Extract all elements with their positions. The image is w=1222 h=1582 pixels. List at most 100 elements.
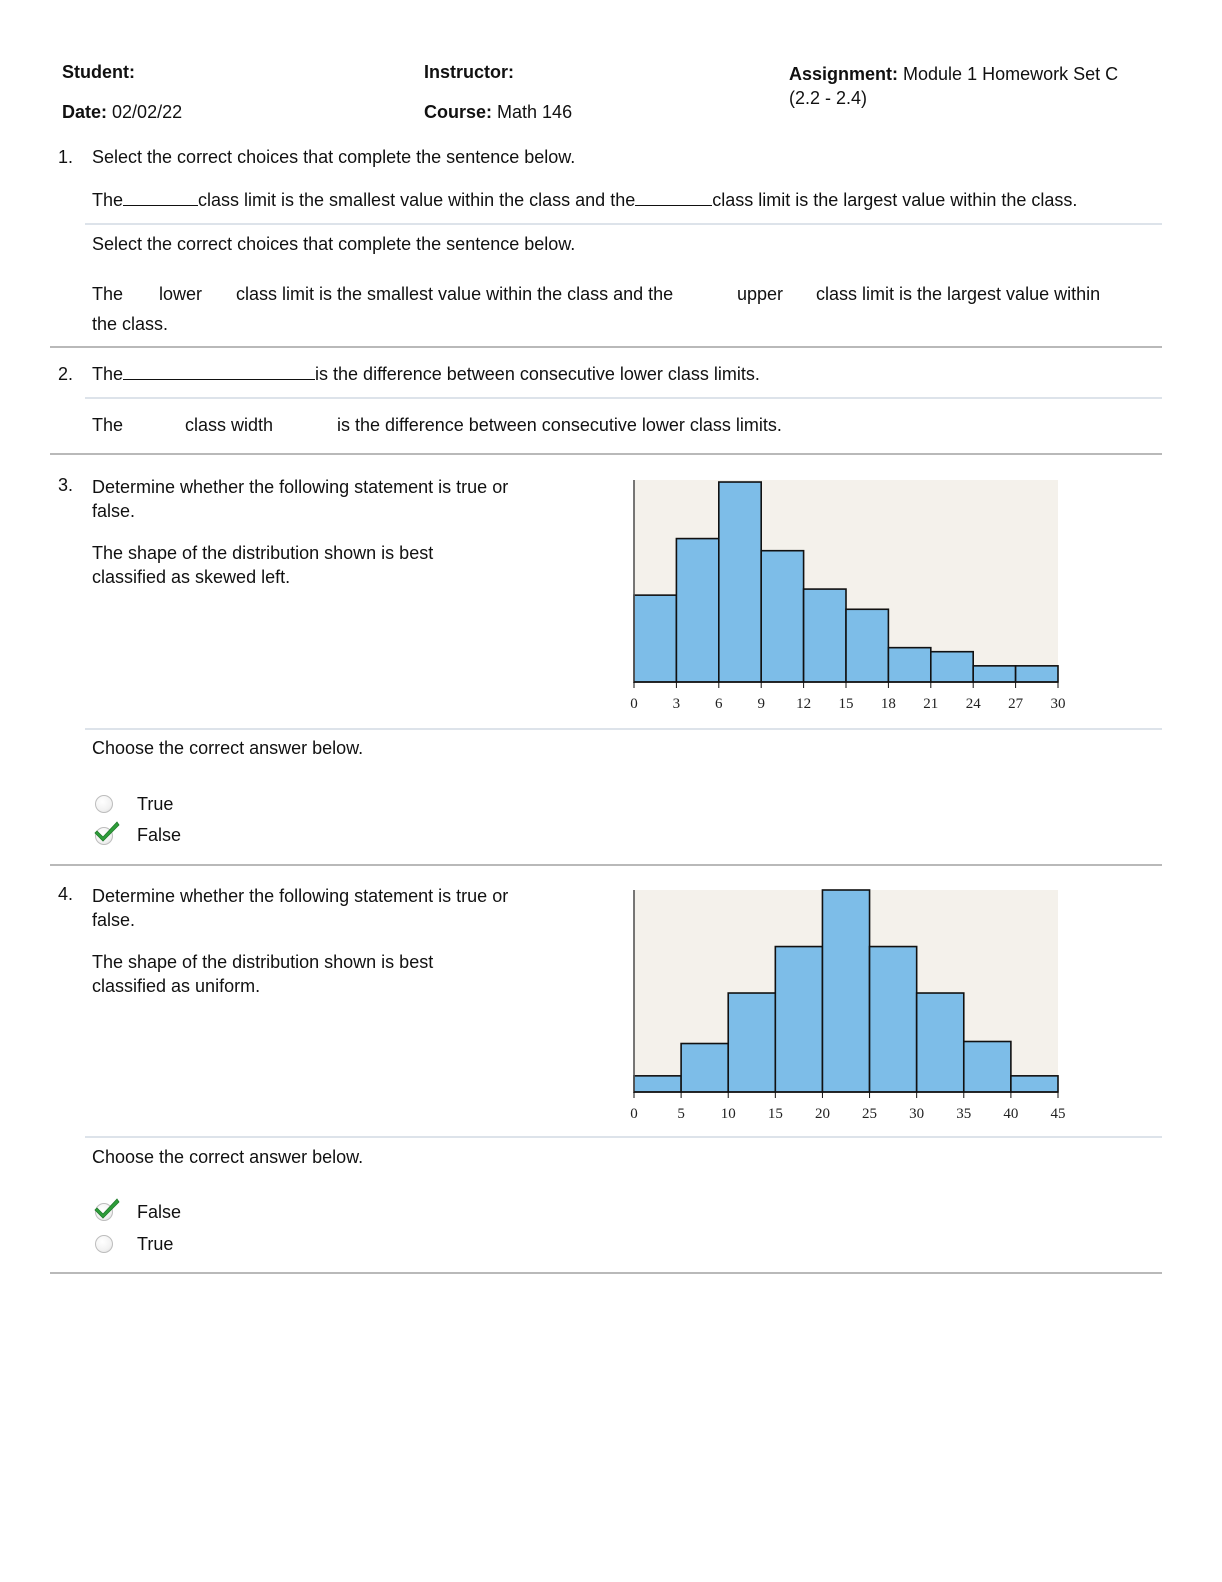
- q4-option-true-radio[interactable]: [95, 1235, 113, 1253]
- q4-histogram-bar-2: [727, 992, 777, 1093]
- q1-answer-end-line2: the class.: [92, 314, 169, 334]
- q4-option-false-label[interactable]: False: [137, 1202, 182, 1222]
- q4-histogram-tick-label-6: 30: [909, 1106, 924, 1122]
- q2-sentence: The is the difference between consecutive…: [92, 364, 760, 385]
- q2-divider: [85, 397, 1162, 399]
- q3-prompt-line2: false.: [92, 501, 136, 521]
- q4-option-false-radio[interactable]: [95, 1203, 113, 1221]
- q2-sentence-part2: is the difference between consecutive lo…: [315, 364, 760, 384]
- q3-histogram-tick-label-9: 27: [1008, 696, 1024, 712]
- q4-histogram-tick-label-7: 35: [956, 1106, 971, 1122]
- q4-statement: The shape of the distribution shown is b…: [92, 950, 433, 998]
- instructor-label: Instructor:: [424, 62, 514, 82]
- q4-option-true-label[interactable]: True: [137, 1234, 174, 1254]
- q4-histogram-tick-label-1: 5: [677, 1106, 685, 1122]
- assignment-value: Module 1 Homework Set C: [903, 64, 1119, 84]
- q3-number: 3.: [58, 475, 74, 495]
- q4-histogram-bar-3: [774, 945, 824, 1093]
- q3-histogram-tick-label-3: 9: [757, 696, 765, 712]
- q1-answer-middle: class limit is the smallest value within…: [236, 284, 674, 304]
- q3-histogram-tick-label-0: 0: [630, 696, 638, 712]
- q4-histogram-tick-label-2: 10: [721, 1106, 736, 1122]
- q4-histogram: 0 5 10 15 20 25 30 35 40 45: [630, 889, 1066, 1122]
- date-value: 02/02/22: [112, 102, 183, 122]
- q4-histogram-bar-4: [821, 889, 871, 1093]
- q4-prompt-line2: false.: [92, 910, 136, 930]
- q4-histogram-tick-label-8: 40: [1003, 1106, 1018, 1122]
- q3-histogram-tick-label-4: 12: [796, 696, 811, 712]
- q4-histogram-bar-6: [915, 992, 965, 1093]
- q3-histogram-tick-label-5: 15: [839, 696, 854, 712]
- q4-divider: [85, 1136, 1162, 1138]
- assignment-label: Assignment:: [789, 64, 899, 84]
- q1-prompt: Select the correct choices that complete…: [92, 147, 576, 167]
- q2-answer-choice: class width: [185, 415, 274, 435]
- q3-histogram-tick-label-2: 6: [715, 696, 723, 712]
- q4-check-icon: [94, 1198, 120, 1219]
- q4-histogram-bar-8: [1010, 1075, 1059, 1093]
- q3-histogram-bar-4: [802, 588, 847, 683]
- course-field: Course: Math 146: [424, 102, 572, 123]
- date-label: Date:: [62, 102, 108, 122]
- course-value: Math 146: [497, 102, 573, 122]
- q3-option-true-label[interactable]: True: [137, 794, 174, 814]
- course-label: Course:: [424, 102, 493, 122]
- q1-number: 1.: [58, 147, 74, 167]
- q2-number: 2.: [58, 364, 74, 384]
- assignment-value-range: (2.2 - 2.4): [789, 88, 868, 108]
- q1-blank-1: [123, 204, 199, 206]
- q4-histogram-tick-label-3: 15: [768, 1106, 783, 1122]
- q1-answer-choice-upper: upper: [737, 284, 784, 304]
- q1-answer-end: class limit is the largest value within: [816, 284, 1101, 304]
- q3-histogram-bar-3: [760, 549, 805, 683]
- q1-divider: [85, 223, 1162, 225]
- q1-separator: [50, 346, 1162, 348]
- q1-sentence-part1: The: [92, 190, 124, 210]
- q3-statement: The shape of the distribution shown is b…: [92, 541, 433, 589]
- q4-histogram-tick-label-0: 0: [630, 1106, 638, 1122]
- q3-histogram-bar-2: [718, 481, 763, 683]
- q2-sentence-part1: The: [92, 364, 124, 384]
- q1-answer-choice-lower: lower: [159, 284, 203, 304]
- q3-statement-line2: classified as skewed left.: [92, 567, 291, 587]
- q4-histogram-tick-label-9: 45: [1051, 1106, 1066, 1122]
- q4-number: 4.: [58, 884, 74, 904]
- q4-histogram-bar-5: [868, 945, 918, 1093]
- instructor-field: Instructor:: [424, 62, 514, 83]
- q1-blank-2: [635, 204, 713, 206]
- q3-choose-prompt: Choose the correct answer below.: [92, 738, 364, 758]
- assignment-field: Assignment: Module 1 Homework Set C (2.2…: [789, 62, 1118, 110]
- q3-option-false-label[interactable]: False: [137, 825, 182, 845]
- q3-histogram-tick-label-1: 3: [673, 696, 681, 712]
- q1-sentence: The class limit is the smallest value wit…: [92, 190, 1077, 211]
- q3-histogram: 0 3 6 9 12 15 18 21 24 27 30: [630, 480, 1066, 712]
- student-label: Student:: [62, 62, 135, 82]
- q4-statement-line2: classified as uniform.: [92, 976, 261, 996]
- q3-histogram-tick-label-10: 30: [1051, 696, 1066, 712]
- q4-choose-prompt: Choose the correct answer below.: [92, 1147, 364, 1167]
- q3-separator: [50, 864, 1162, 866]
- q3-histogram-bar-6: [887, 646, 932, 683]
- q3-histogram-tick-label-6: 18: [881, 696, 896, 712]
- q1-sentence-part2: class limit is the smallest value within…: [198, 190, 636, 210]
- q4-statement-line1: The shape of the distribution shown is b…: [92, 952, 434, 972]
- q3-prompt: Determine whether the following statemen…: [92, 475, 508, 523]
- q3-histogram-bar-8: [972, 665, 1017, 683]
- q3-histogram-bar-7: [929, 650, 974, 683]
- q4-separator: [50, 1272, 1162, 1274]
- q3-histogram-bar-0: [633, 594, 678, 683]
- q3-divider: [85, 728, 1162, 730]
- q2-blank: [123, 378, 316, 380]
- q3-histogram-tick-label-8: 24: [966, 696, 982, 712]
- q1-answer-the: The: [92, 284, 124, 304]
- q3-option-true-radio[interactable]: [95, 795, 113, 813]
- student-field: Student:: [62, 62, 135, 83]
- q4-prompt-line1: Determine whether the following statemen…: [92, 886, 509, 906]
- q1-sentence-part3: class limit is the largest value within …: [712, 190, 1078, 210]
- q3-histogram-bar-1: [675, 537, 720, 683]
- q4-prompt: Determine whether the following statemen…: [92, 884, 508, 932]
- q3-histogram-bar-5: [845, 608, 890, 683]
- q3-histogram-bar-9: [1014, 665, 1059, 683]
- q1-answer-prompt: Select the correct choices that complete…: [92, 234, 576, 254]
- q3-prompt-line1: Determine whether the following statemen…: [92, 477, 509, 497]
